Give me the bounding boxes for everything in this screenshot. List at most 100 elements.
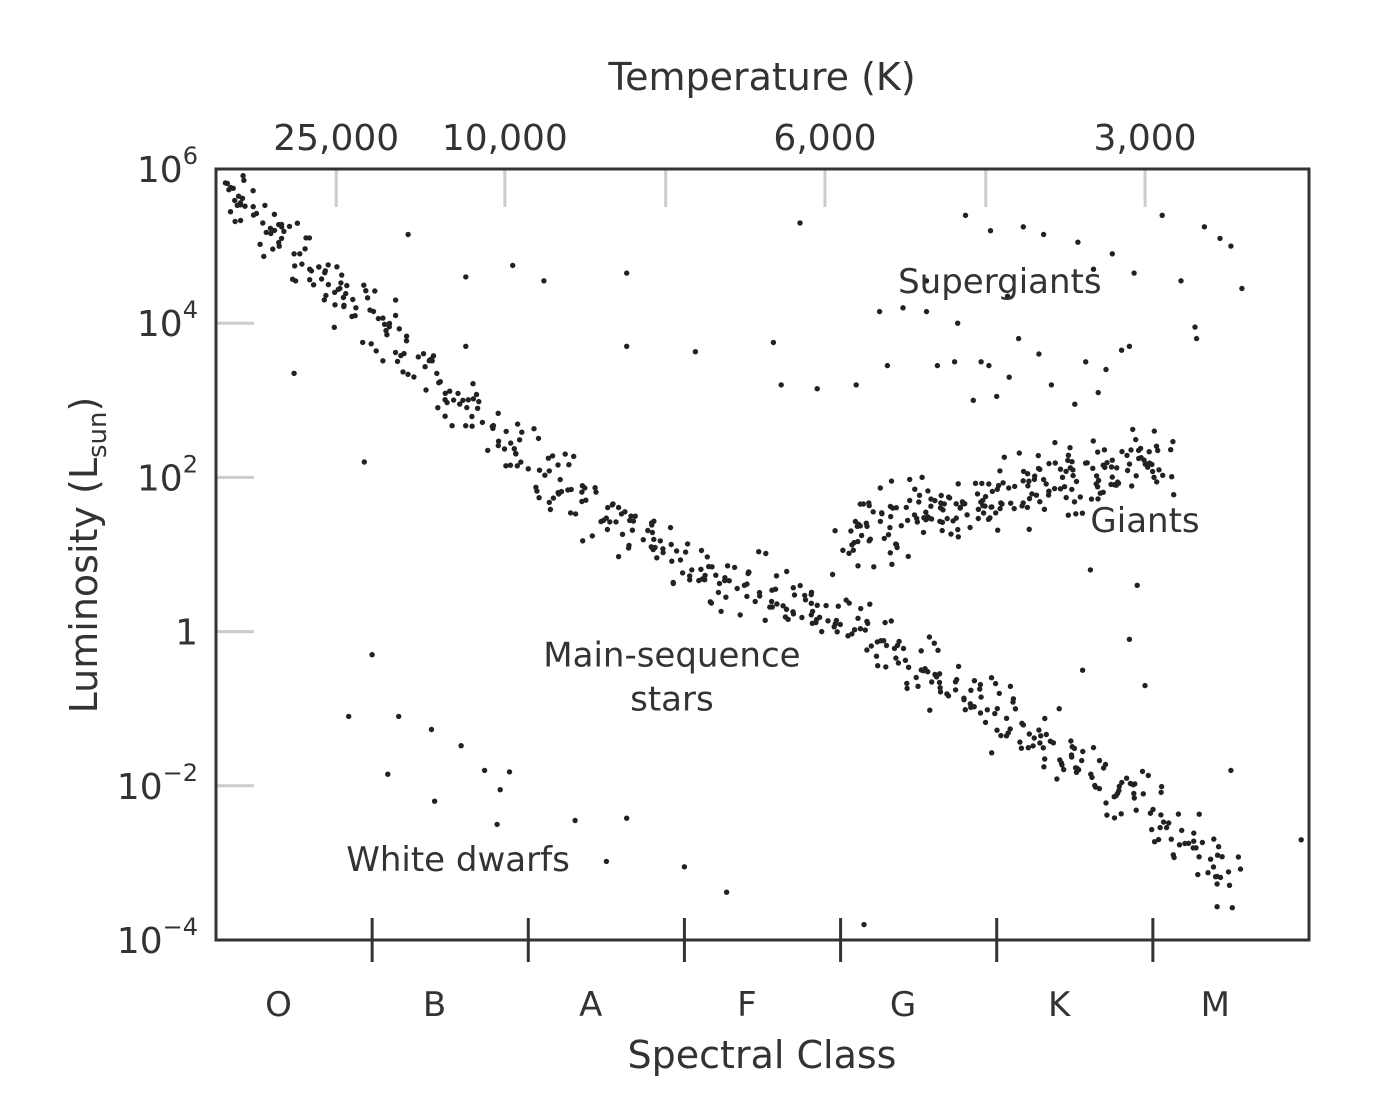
star-point [405,231,411,238]
main-sequence-star [403,338,410,344]
main-sequence-star [1185,840,1192,846]
main-sequence-star [1207,856,1214,862]
giant-star [1000,480,1006,486]
main-sequence-star [619,531,626,537]
star-point [1126,636,1133,642]
star-points [222,173,1304,928]
main-sequence-star [323,292,329,299]
giant-star [1077,494,1084,500]
main-sequence-star [722,577,728,584]
main-sequence-star [514,421,521,427]
star-point [876,308,883,315]
main-sequence-star [1131,795,1138,801]
star-point [1134,582,1140,588]
giant-star [1065,512,1072,518]
giant-star [1168,447,1174,453]
star-point [681,864,688,870]
main-sequence-star [1111,815,1118,821]
main-sequence-star [605,504,611,511]
main-sequence-star [961,697,967,703]
main-sequence-star [604,526,611,533]
main-sequence-star [628,513,634,519]
main-sequence-star [1092,784,1099,790]
main-sequence-star [555,489,561,496]
main-sequence-star [632,513,638,519]
star-point [1048,382,1055,388]
main-sequence-star [702,572,708,579]
star-point [260,220,266,226]
main-sequence-star [546,468,552,474]
main-sequence-star [550,495,557,501]
giant-star [1126,461,1133,467]
giant-star [1090,465,1096,471]
giant-star [832,528,838,534]
giant-star [850,547,856,553]
star-point [987,228,994,234]
main-sequence-star [1043,731,1050,738]
giant-star [1100,489,1106,495]
main-sequence-star [1007,726,1013,732]
main-sequence-star [375,315,382,322]
main-sequence-star [579,489,585,495]
main-sequence-star [744,593,750,600]
main-sequence-star [936,679,943,686]
giant-star [1063,494,1069,501]
giant-star [980,497,986,504]
main-sequence-star [1215,844,1222,850]
star-point [1131,270,1137,276]
region-annotation: stars [630,680,714,720]
main-sequence-star [875,663,881,669]
giant-star [1016,450,1022,456]
main-sequence-star [571,453,577,460]
giant-star [1124,467,1131,474]
giant-star [1012,483,1018,490]
star-point [392,312,399,319]
main-sequence-star [582,485,588,491]
main-sequence-star [372,288,378,294]
main-sequence-star [1226,882,1233,888]
giant-star [858,532,865,539]
main-sequence-star [428,356,435,362]
main-sequence-star [895,660,902,666]
main-sequence-star [337,285,343,292]
main-sequence-star [1119,779,1125,786]
main-sequence-star [881,638,887,644]
giant-star [893,505,899,511]
main-sequence-star [267,225,274,231]
star-point [1083,359,1089,365]
giant-star [972,480,979,486]
main-sequence-star [952,679,959,685]
giant-star [871,564,877,570]
main-sequence-star [370,308,377,315]
main-sequence-star [756,589,763,596]
giant-star [997,505,1003,512]
main-sequence-star [1150,806,1156,813]
main-sequence-star [292,263,298,269]
giant-star [846,550,852,556]
star-point [1015,335,1022,342]
main-sequence-star [904,680,910,687]
star-point [463,343,469,349]
main-sequence-star [405,371,411,377]
star-point [278,221,285,228]
star-point [978,694,984,700]
main-sequence-star [364,295,371,301]
main-sequence-star [904,685,910,692]
main-sequence-star [929,679,935,685]
main-sequence-star [401,350,407,357]
main-sequence-star [503,463,509,469]
main-sequence-star [834,629,840,635]
spectral-class-label: O [265,985,292,1025]
spectral-class-label: F [737,985,757,1025]
giant-star [1063,468,1069,474]
main-sequence-star [479,419,486,426]
star-point [385,771,391,777]
main-sequence-star [1214,881,1220,887]
giant-star [855,521,862,527]
main-sequence-star [857,626,864,632]
main-sequence-star [883,664,889,670]
main-sequence-star [882,619,888,626]
main-sequence-star [469,423,475,429]
main-sequence-star [1210,864,1217,870]
luminosity-tick-base: 10 [137,150,183,191]
